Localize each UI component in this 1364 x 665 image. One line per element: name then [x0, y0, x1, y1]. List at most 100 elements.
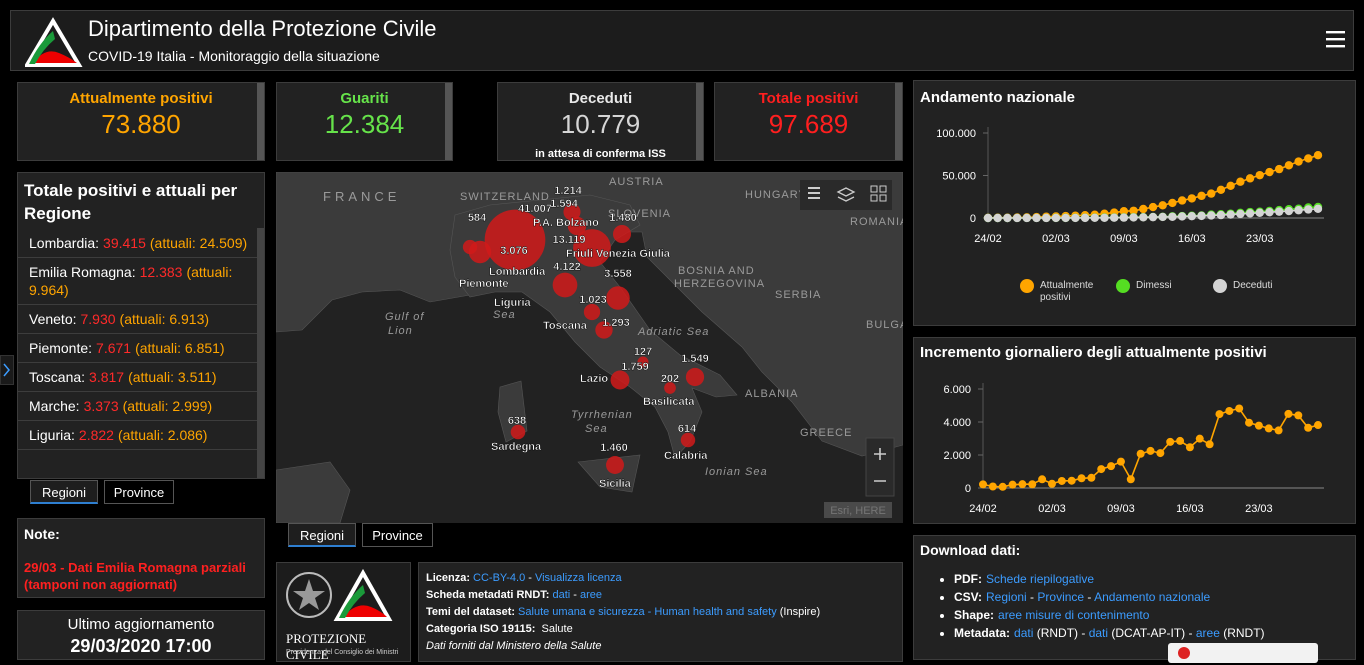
link[interactable]: Regioni — [986, 590, 1027, 604]
download-item: CSV:Regioni - Province - Andamento nazio… — [954, 588, 1355, 606]
region-label: Calabria — [664, 450, 708, 462]
kpi-card: Totale positivi 97.689 — [714, 82, 903, 161]
land — [449, 194, 738, 459]
link[interactable]: aree — [580, 589, 603, 601]
link[interactable]: Salute umana e sicurezza - Human health … — [518, 606, 777, 618]
regions-title: Totale positivi e attuali per Regione — [24, 181, 238, 223]
place-label: HERZEGOVINA — [674, 278, 765, 290]
map-sea — [276, 172, 903, 523]
place-label: SERBIA — [775, 289, 821, 301]
bubble-label: 638 — [508, 415, 526, 427]
region-label: Sicilia — [599, 478, 632, 490]
kpi-label: Guariti — [340, 90, 389, 107]
note-title: Note: — [24, 526, 60, 542]
region-name: Liguria: — [29, 427, 75, 443]
link[interactable]: Visualizza licenza — [534, 572, 622, 584]
kpi-label: Totale positivi — [758, 90, 859, 107]
tab[interactable]: Regioni — [288, 523, 356, 547]
tab[interactable]: Regioni — [30, 480, 98, 504]
text: (RNDT) - — [1033, 626, 1089, 640]
region-total: 12.383 — [139, 264, 183, 280]
text: - — [525, 572, 535, 584]
bubble — [680, 432, 696, 448]
link[interactable]: dati — [1088, 626, 1109, 640]
link[interactable]: Province — [1037, 590, 1085, 604]
region-active: (attuali: 9.964) — [29, 264, 233, 298]
place-label: ALBANIA — [745, 388, 798, 400]
region-row: Veneto: 7.930 (attuali: 6.913) — [18, 305, 257, 334]
sidebar-toggle[interactable] — [0, 355, 14, 385]
region-label: Basilicata — [643, 396, 695, 408]
region-label: Piemonte — [459, 278, 509, 290]
bubble — [583, 303, 601, 321]
legend-item: Attualmente positivi — [1020, 279, 1106, 304]
link[interactable]: Andamento nazionale — [1094, 590, 1211, 604]
link[interactable]: dati — [1014, 626, 1034, 640]
menu-button[interactable] — [1326, 30, 1346, 48]
update-value: 29/03/2020 17:00 — [70, 636, 212, 656]
map: FRANCE SWITZERLAND AUSTRIA HUNGARY ROMANIA SL… — [276, 172, 903, 523]
text: - — [1026, 590, 1038, 604]
bubble — [610, 370, 630, 390]
note-panel: Note: 29/03 - Dati Emilia Romagna parzia… — [17, 518, 265, 598]
bubble — [612, 224, 632, 244]
tab[interactable]: Province — [362, 523, 433, 547]
place-label: Tyrrhenian — [571, 409, 633, 421]
text: (Inspire) — [776, 606, 821, 618]
link[interactable]: Schede riepilogative — [986, 572, 1095, 586]
text: (RNDT) — [1219, 626, 1265, 640]
bubble-label: 1.594 — [550, 198, 578, 210]
region-label: Sardegna — [491, 441, 542, 453]
info-line: Categoria ISO 19115: Salute — [426, 621, 902, 638]
legend-label: Deceduti — [1233, 280, 1273, 291]
place-label: SLOVENIA — [608, 208, 671, 220]
region-label: Lombardia — [489, 266, 546, 278]
bubble — [637, 356, 649, 368]
land — [276, 172, 903, 457]
bubble — [552, 272, 578, 298]
download-label: CSV: — [954, 590, 983, 604]
scrollbar — [257, 83, 264, 160]
logo-panel: PROTEZIONE CIVILE Presidenza del Consigl… — [276, 562, 411, 662]
region-row: Liguria: 2.822 (attuali: 2.086) — [18, 421, 257, 450]
info-label: Scheda metadati RNDT: — [426, 589, 550, 601]
place-label: Gulf of — [385, 311, 424, 323]
chart-panel — [913, 337, 1356, 524]
region-row: Toscana: 3.817 (attuali: 3.511) — [18, 363, 257, 392]
region-row: Marche: 3.373 (attuali: 2.999) — [18, 392, 257, 421]
map-popup — [1168, 643, 1318, 663]
logo-sub: Presidenza del Consiglio dei Ministri — [286, 649, 399, 656]
region-total: 7.930 — [80, 311, 116, 327]
scrollbar — [445, 83, 452, 160]
bubble-label: 1.759 — [621, 361, 649, 373]
bubble — [606, 286, 630, 310]
region-active: (attuali: 6.851) — [135, 340, 225, 356]
land — [577, 454, 641, 493]
bubble-label: 13.119 — [552, 234, 585, 246]
place-label: Ionian Sea — [705, 466, 768, 478]
info-panel: Licenza: CC-BY-4.0 - Visualizza licenza Sc… — [418, 562, 903, 662]
bubble — [595, 321, 613, 339]
bubble-label: 584 — [468, 212, 487, 224]
map-tools[interactable] — [800, 180, 892, 210]
region-total: 39.415 — [103, 235, 146, 251]
region-row: Lombardia: 39.415 (attuali: 24.509) — [18, 229, 257, 258]
map-credit: Esri, HERE — [830, 505, 886, 517]
kpi-card: Guariti 12.384 — [276, 82, 453, 161]
regions-list: Lombardia: 39.415 (attuali: 24.509) Emilia … — [18, 229, 257, 450]
bubble-label: 202 — [661, 373, 679, 385]
info-line: Scheda metadati RNDT: dati - aree — [426, 587, 902, 604]
land — [276, 461, 351, 523]
region-label: Liguria — [494, 297, 532, 309]
link[interactable]: CC-BY-4.0 — [473, 572, 526, 584]
region-label: Lazio — [580, 373, 608, 385]
region-label: Toscana — [543, 320, 588, 332]
bubble-label: 3.558 — [604, 268, 632, 280]
link[interactable]: aree misure di contenimento — [998, 608, 1150, 622]
link[interactable]: aree — [1195, 626, 1220, 640]
zoom-control[interactable] — [865, 437, 895, 497]
link[interactable]: dati — [552, 589, 571, 601]
info-label: Categoria ISO 19115: — [426, 623, 536, 635]
legend-swatch — [1020, 279, 1034, 293]
tab[interactable]: Province — [104, 480, 174, 504]
